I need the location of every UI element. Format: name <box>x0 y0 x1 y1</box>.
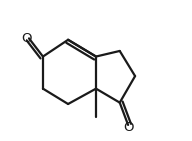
Text: O: O <box>22 32 32 45</box>
Text: O: O <box>123 121 133 134</box>
